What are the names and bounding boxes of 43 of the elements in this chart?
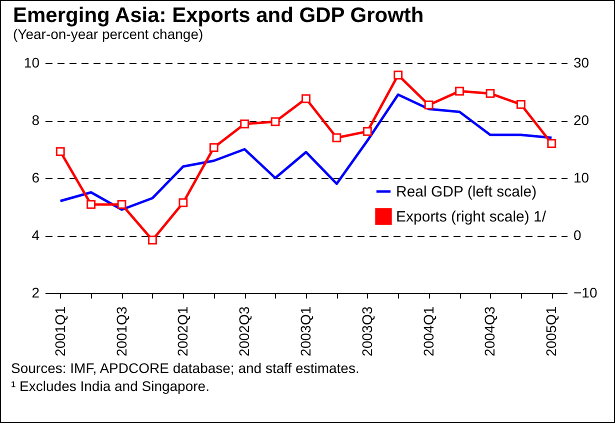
source-note: Sources: IMF, APDCORE database; and staff estimates. bbox=[11, 360, 360, 376]
line-series bbox=[59, 93, 553, 211]
y-tick-label: 10 bbox=[24, 54, 40, 70]
chart-subtitle: (Year-on-year percent change) bbox=[13, 26, 204, 42]
point bbox=[86, 200, 96, 209]
legend-label: Real GDP (left scale) bbox=[396, 184, 537, 200]
point bbox=[455, 86, 464, 96]
point bbox=[332, 133, 342, 142]
y-tick-label: 8 bbox=[32, 112, 40, 128]
point bbox=[486, 89, 495, 98]
point bbox=[56, 147, 65, 156]
y2-tick-label: 30 bbox=[574, 54, 590, 70]
point bbox=[547, 139, 556, 148]
point bbox=[148, 236, 157, 245]
x-tick-label: 2005Q1 bbox=[543, 306, 560, 356]
x-tick-label: 2002Q3 bbox=[236, 306, 252, 356]
point bbox=[270, 117, 280, 126]
x-tick-label: 2001Q3 bbox=[113, 306, 130, 356]
y-tick-label: 2 bbox=[32, 284, 40, 300]
x-tick-label: 2003Q1 bbox=[298, 306, 314, 356]
y2-tick-label: 10 bbox=[574, 170, 590, 186]
point bbox=[362, 126, 372, 136]
text: ¹ Excludes India and Singapore. bbox=[11, 378, 210, 394]
point bbox=[209, 143, 218, 152]
y-tick-label: 6 bbox=[32, 170, 40, 186]
chart-title: Emerging Asia: Exports and GDP Growth bbox=[13, 4, 424, 27]
y2-tick-label: 0 bbox=[574, 227, 582, 243]
y-tick-label: 4 bbox=[32, 227, 40, 243]
point bbox=[178, 198, 188, 208]
x-tick-label: 2004Q3 bbox=[482, 306, 498, 356]
x-tick-label: 2003Q3 bbox=[358, 306, 375, 356]
x-tick-label: 2004Q1 bbox=[420, 306, 436, 356]
point bbox=[516, 100, 526, 109]
y2-tick-label: 20 bbox=[574, 112, 590, 128]
legend-label: Exports (right scale) 1/ bbox=[396, 208, 547, 226]
point bbox=[117, 200, 126, 209]
y2-tick-label: −10 bbox=[574, 284, 598, 300]
point bbox=[302, 94, 310, 104]
point bbox=[394, 70, 403, 80]
x-tick-label: 2001Q1 bbox=[52, 306, 68, 356]
x-tick-label: 2002Q1 bbox=[174, 306, 191, 356]
point bbox=[240, 119, 250, 128]
point bbox=[424, 100, 434, 110]
